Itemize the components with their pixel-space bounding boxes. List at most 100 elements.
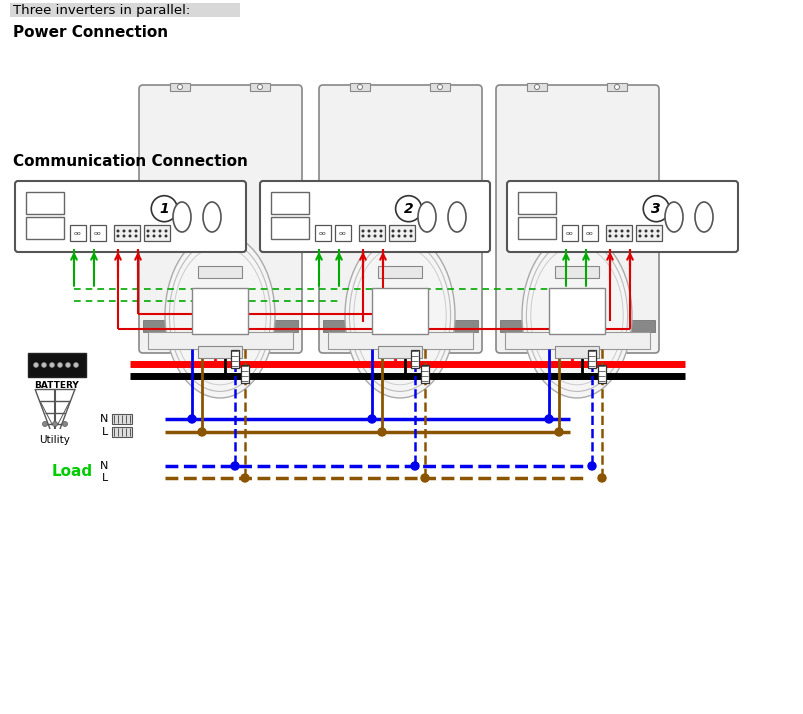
- Text: L: L: [102, 473, 108, 483]
- Bar: [410, 350, 418, 368]
- Bar: [328, 332, 472, 349]
- Circle shape: [230, 462, 238, 470]
- Bar: [517, 217, 556, 239]
- Circle shape: [587, 462, 595, 470]
- Circle shape: [177, 84, 182, 89]
- Bar: [192, 288, 247, 333]
- Circle shape: [165, 234, 167, 238]
- Bar: [90, 225, 106, 241]
- Circle shape: [241, 474, 249, 482]
- Bar: [372, 288, 427, 333]
- Circle shape: [43, 421, 47, 426]
- Text: oo: oo: [94, 231, 102, 236]
- Bar: [377, 346, 422, 358]
- Bar: [421, 365, 429, 383]
- Circle shape: [361, 229, 364, 233]
- Bar: [635, 225, 661, 241]
- Text: oo: oo: [565, 231, 573, 236]
- Bar: [112, 427, 132, 437]
- Text: Three inverters in parallel:: Three inverters in parallel:: [13, 4, 190, 16]
- FancyBboxPatch shape: [507, 181, 737, 252]
- Ellipse shape: [694, 202, 712, 232]
- Circle shape: [198, 428, 206, 436]
- Circle shape: [52, 421, 58, 426]
- Circle shape: [151, 196, 177, 222]
- Circle shape: [128, 229, 132, 233]
- Circle shape: [373, 234, 376, 238]
- Bar: [359, 225, 385, 241]
- Circle shape: [153, 229, 155, 233]
- Bar: [349, 83, 369, 91]
- Bar: [587, 350, 595, 368]
- Ellipse shape: [169, 240, 271, 391]
- Circle shape: [146, 234, 149, 238]
- Circle shape: [626, 229, 629, 233]
- Bar: [70, 225, 86, 241]
- Circle shape: [257, 84, 262, 89]
- Text: 1: 1: [159, 201, 169, 216]
- Ellipse shape: [418, 202, 435, 232]
- Circle shape: [620, 229, 622, 233]
- Ellipse shape: [664, 202, 683, 232]
- Circle shape: [397, 234, 400, 238]
- Text: oo: oo: [319, 231, 327, 236]
- Circle shape: [134, 229, 137, 233]
- FancyBboxPatch shape: [495, 85, 658, 353]
- Circle shape: [409, 234, 412, 238]
- Circle shape: [544, 415, 552, 423]
- Circle shape: [410, 462, 418, 470]
- Bar: [144, 225, 169, 241]
- Circle shape: [34, 363, 39, 368]
- Circle shape: [367, 229, 370, 233]
- Circle shape: [409, 229, 412, 233]
- Circle shape: [613, 234, 617, 238]
- Text: N: N: [100, 461, 108, 471]
- Bar: [323, 320, 478, 332]
- Ellipse shape: [165, 233, 275, 398]
- Circle shape: [650, 229, 653, 233]
- FancyBboxPatch shape: [139, 85, 302, 353]
- Bar: [430, 83, 450, 91]
- Circle shape: [638, 229, 641, 233]
- Text: Power Connection: Power Connection: [13, 24, 168, 39]
- Circle shape: [597, 474, 605, 482]
- Circle shape: [613, 84, 619, 89]
- Circle shape: [361, 234, 364, 238]
- Bar: [26, 192, 64, 214]
- Bar: [169, 83, 190, 91]
- Bar: [504, 332, 649, 349]
- Bar: [554, 266, 598, 278]
- Circle shape: [158, 229, 161, 233]
- Circle shape: [644, 234, 646, 238]
- Bar: [605, 225, 631, 241]
- Text: BATTERY: BATTERY: [35, 381, 79, 390]
- Circle shape: [165, 229, 167, 233]
- FancyBboxPatch shape: [15, 181, 246, 252]
- Text: 2: 2: [403, 201, 413, 216]
- Text: oo: oo: [74, 231, 82, 236]
- Circle shape: [642, 196, 668, 222]
- Ellipse shape: [202, 202, 221, 232]
- Bar: [548, 288, 604, 333]
- Circle shape: [42, 363, 47, 368]
- Bar: [606, 83, 626, 91]
- Ellipse shape: [173, 202, 191, 232]
- Text: Load: Load: [51, 465, 92, 480]
- Bar: [499, 320, 654, 332]
- Circle shape: [65, 363, 71, 368]
- Bar: [597, 365, 605, 383]
- Bar: [271, 192, 308, 214]
- Circle shape: [128, 234, 132, 238]
- Ellipse shape: [447, 202, 466, 232]
- Bar: [10, 3, 240, 17]
- Circle shape: [395, 196, 421, 222]
- FancyBboxPatch shape: [259, 181, 489, 252]
- Bar: [581, 225, 597, 241]
- Circle shape: [403, 234, 406, 238]
- Bar: [335, 225, 351, 241]
- Circle shape: [656, 234, 658, 238]
- Circle shape: [367, 234, 370, 238]
- Circle shape: [116, 229, 120, 233]
- FancyBboxPatch shape: [319, 85, 482, 353]
- Bar: [198, 346, 242, 358]
